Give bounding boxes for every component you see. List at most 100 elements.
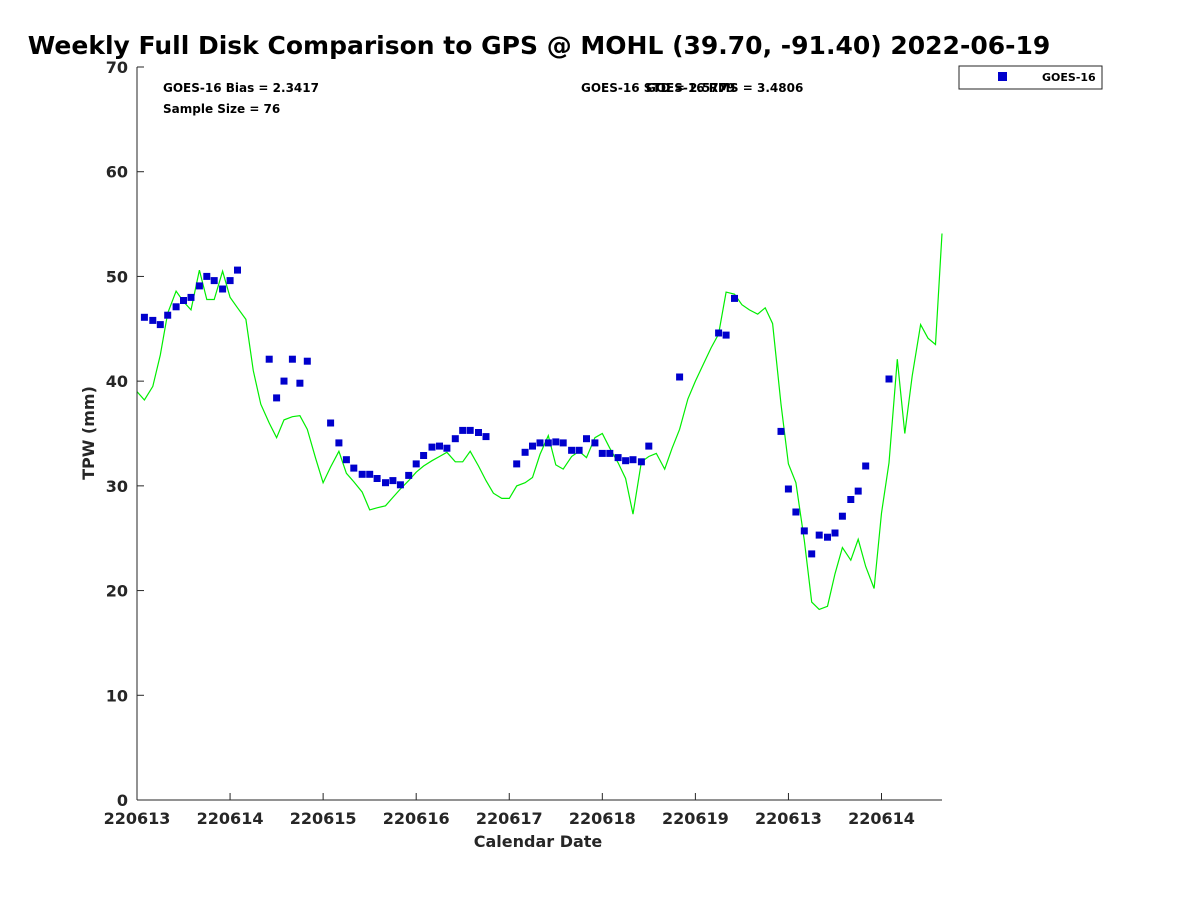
- goes-data-point: [482, 433, 490, 441]
- goes-data-point: [428, 443, 436, 451]
- y-tick-label: 10: [106, 686, 128, 705]
- goes-data-point: [614, 454, 622, 462]
- goes-data-point: [210, 277, 218, 285]
- goes-data-point: [831, 529, 839, 537]
- sample-size-stat: Sample Size = 76: [163, 102, 280, 116]
- goes-data-point: [792, 508, 800, 516]
- goes-data-point: [280, 377, 288, 385]
- goes-data-point: [568, 446, 576, 454]
- goes-data-point: [366, 470, 374, 478]
- x-tick-label: 220619: [662, 809, 729, 828]
- goes-data-point: [412, 460, 420, 468]
- x-tick-label: 220618: [569, 809, 636, 828]
- goes-data-point: [156, 321, 164, 329]
- goes-data-point: [847, 496, 855, 503]
- x-tick-label: 220617: [476, 809, 543, 828]
- goes-data-point: [296, 379, 304, 387]
- goes-data-point: [808, 550, 816, 558]
- x-axis-label: Calendar Date: [474, 832, 603, 851]
- goes-data-point: [676, 373, 684, 381]
- goes-data-point: [513, 460, 521, 468]
- legend-marker: [998, 72, 1007, 81]
- gps-series-line: [136, 233, 943, 611]
- goes-data-point: [396, 481, 404, 489]
- goes-data-point: [598, 449, 606, 457]
- goes-data-point: [731, 294, 738, 302]
- x-tick-label: 220614: [848, 809, 915, 828]
- x-tick-label: 220616: [383, 809, 450, 828]
- goes-data-point: [466, 426, 474, 434]
- goes-data-point: [265, 355, 273, 363]
- goes-data-point: [172, 303, 180, 311]
- goes-data-point: [436, 442, 443, 450]
- y-tick-label: 50: [106, 267, 128, 286]
- goes-data-point: [622, 457, 630, 465]
- goes-data-point: [350, 464, 358, 472]
- y-tick-label: 40: [106, 372, 128, 391]
- goes-data-point: [373, 475, 381, 482]
- x-tick-label: 220615: [290, 809, 357, 828]
- legend-box: [958, 65, 1103, 90]
- goes-data-point: [342, 456, 350, 464]
- y-tick-label: 30: [106, 477, 128, 496]
- goes-data-point: [195, 282, 203, 290]
- goes-data-point: [521, 448, 529, 456]
- goes-data-point: [389, 477, 397, 485]
- goes-data-point: [544, 439, 552, 447]
- goes-data-point: [475, 429, 482, 436]
- legend-label: GOES-16: [1042, 71, 1096, 84]
- goes-data-point: [583, 435, 590, 443]
- goes-data-point: [234, 266, 241, 274]
- goes-data-point: [358, 470, 366, 478]
- goes-data-point: [606, 449, 614, 457]
- goes-data-point: [164, 311, 172, 319]
- goes-data-point: [591, 439, 599, 447]
- goes-data-point: [862, 462, 870, 470]
- goes-data-point: [382, 479, 389, 487]
- y-axis-label: TPW (mm): [79, 386, 98, 480]
- goes-data-point: [854, 487, 862, 495]
- goes-data-point: [288, 355, 296, 363]
- goes-data-point: [552, 438, 560, 446]
- goes-data-point: [885, 375, 893, 383]
- goes-data-point: [443, 444, 451, 452]
- plot-area: [137, 67, 942, 800]
- goes-data-point: [536, 439, 544, 447]
- goes-data-point: [800, 527, 808, 535]
- std-stat: GOES-16 STD = 2.5779: [581, 81, 735, 95]
- y-tick-label: 0: [117, 791, 128, 810]
- goes-data-point: [420, 452, 428, 459]
- goes-data-point: [273, 394, 281, 402]
- goes-data-point: [645, 442, 653, 450]
- goes-data-point: [451, 435, 459, 443]
- goes-data-point: [335, 439, 343, 447]
- y-tick-label: 60: [106, 163, 128, 182]
- goes-data-point: [777, 427, 785, 435]
- goes-data-point: [180, 297, 187, 304]
- goes-data-point: [629, 456, 637, 464]
- y-tick-label: 70: [106, 58, 128, 77]
- goes-data-point: [824, 533, 831, 541]
- goes-data-point: [459, 426, 467, 434]
- goes-data-point: [838, 512, 846, 520]
- goes-data-point: [219, 285, 227, 293]
- x-tick-label: 220613: [755, 809, 822, 828]
- goes-data-point: [140, 313, 148, 321]
- goes-data-point: [559, 439, 567, 447]
- goes-data-point: [226, 277, 234, 285]
- goes-data-point: [715, 329, 723, 337]
- goes-data-point: [149, 316, 157, 324]
- goes-data-point: [303, 357, 311, 365]
- rms-stat: GOES-16 RMS = 3.4806: [646, 81, 803, 95]
- goes-data-point: [529, 442, 536, 450]
- goes-data-point: [784, 485, 792, 493]
- goes-data-point: [327, 419, 335, 427]
- goes-data-point: [637, 458, 645, 466]
- goes-data-point: [575, 446, 583, 454]
- goes-data-point: [722, 331, 730, 339]
- goes-data-point: [405, 471, 413, 479]
- legend: GOES-16: [958, 65, 1103, 90]
- goes-data-point: [187, 293, 195, 301]
- goes-data-point: [203, 272, 211, 280]
